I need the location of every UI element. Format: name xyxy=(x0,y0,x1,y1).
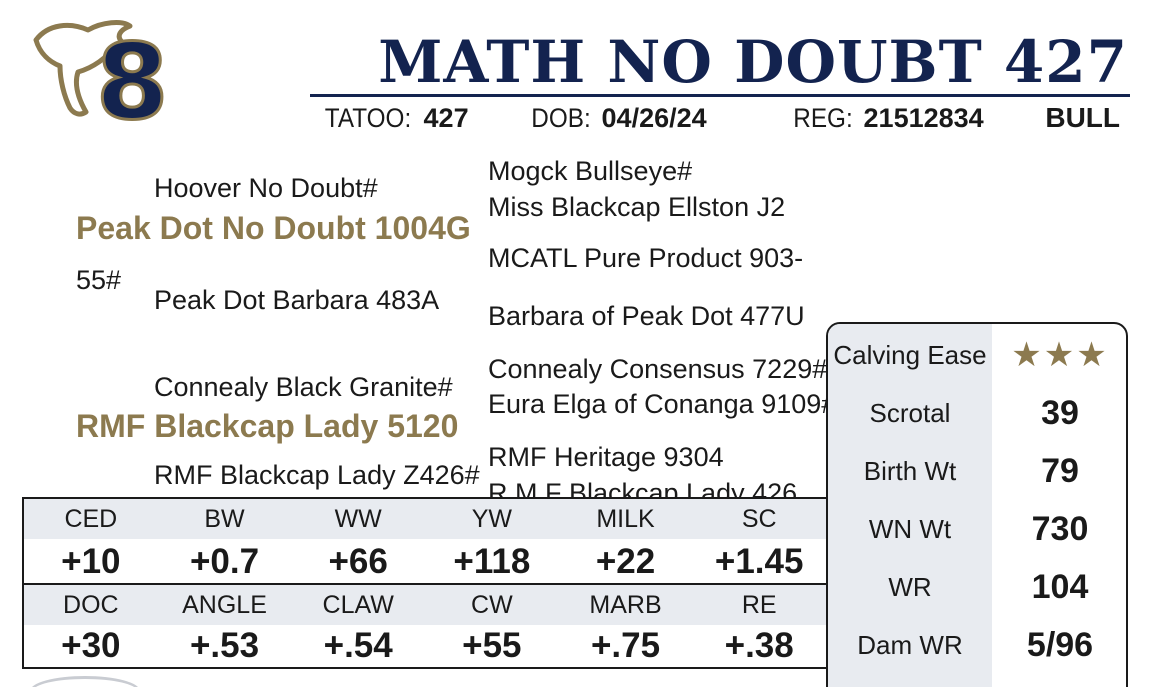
decorative-arc xyxy=(30,676,140,687)
sire-sire-sire: Mogck Bullseye# xyxy=(488,156,693,186)
epd-header: CED xyxy=(64,505,118,533)
epd-value: +.54 xyxy=(323,626,393,665)
stats-label-column xyxy=(828,324,992,687)
stat-label: Scrotal xyxy=(869,398,951,428)
epd-divider xyxy=(24,583,826,586)
animal-name: MATH NO DOUBT 427 xyxy=(378,28,1128,96)
epd-header-row-1: CED BW WW YW MILK SC xyxy=(24,499,826,539)
sire: Peak Dot No Doubt 1004G xyxy=(76,210,471,246)
epd-header: MILK xyxy=(596,505,655,533)
reg-label: REG: xyxy=(793,103,853,133)
stat-label: WR xyxy=(888,572,932,602)
epd-header: ANGLE xyxy=(182,591,267,619)
dam-sire-sire: Connealy Consensus 7229# xyxy=(488,354,828,384)
tatoo-value: 427 xyxy=(423,103,469,133)
stat-row: Dam WR 5/96 xyxy=(828,616,1126,674)
reg-value: 21512834 xyxy=(863,103,984,133)
epd-value: +10 xyxy=(61,542,121,581)
epd-header: SC xyxy=(741,505,777,533)
stat-row: WR 104 xyxy=(828,558,1126,616)
dam-dam: RMF Blackcap Lady Z426# xyxy=(154,460,480,490)
epd-header: BW xyxy=(204,505,245,533)
epd-header: MARB xyxy=(589,591,662,619)
title-rule xyxy=(310,94,1130,97)
dob-value: 04/26/24 xyxy=(601,103,707,133)
epd-value: +22 xyxy=(595,542,656,581)
epd-header: CW xyxy=(471,591,513,619)
epd-value: +.38 xyxy=(724,626,794,665)
epd-value: +.75 xyxy=(590,626,661,665)
epd-header: DOC xyxy=(63,591,119,619)
epd-value: +118 xyxy=(453,542,531,581)
sire-dam-dam: Barbara of Peak Dot 477U xyxy=(488,301,805,331)
tatoo-field: TATOO: 427 xyxy=(320,102,469,134)
stat-label: WN Wt xyxy=(868,514,952,544)
stat-value: 5/96 xyxy=(1026,626,1094,664)
epd-value: +1.45 xyxy=(714,542,804,581)
epd-value: +30 xyxy=(61,626,121,665)
dam-sire: Connealy Black Granite# xyxy=(154,372,453,402)
star-rating-icon: ★★★ xyxy=(1011,336,1109,374)
epd-header: WW xyxy=(334,505,382,533)
sex-value: BULL xyxy=(1045,102,1120,133)
epd-table: CED BW WW YW MILK SC +10 +0.7 +66 +118 +… xyxy=(22,497,828,669)
epd-value: +0.7 xyxy=(189,542,260,581)
sire-sire: Hoover No Doubt# xyxy=(154,173,378,203)
stat-row: WN Wt 730 xyxy=(828,500,1126,558)
sire-dam-suffix: 55# xyxy=(76,265,122,295)
epd-header: RE xyxy=(741,591,777,619)
stats-panel: Calving Ease ★★★ Scrotal 39 Birth Wt 79 … xyxy=(826,322,1128,687)
dam: RMF Blackcap Lady 5120 xyxy=(76,408,459,444)
lot-number: 8 xyxy=(94,21,169,143)
stat-row: Scrotal 39 xyxy=(828,384,1126,442)
epd-value: +.53 xyxy=(189,626,260,665)
epd-header-row-2: DOC ANGLE CLAW CW MARB RE xyxy=(24,585,826,625)
epd-header: CLAW xyxy=(322,591,394,619)
epd-header: YW xyxy=(471,505,512,533)
stat-label: Birth Wt xyxy=(863,456,957,486)
stat-row-calving-ease: Calving Ease ★★★ xyxy=(828,326,1126,384)
epd-value-row-1: +10 +0.7 +66 +118 +22 +1.45 xyxy=(24,539,826,585)
epd-value-row-2: +30 +.53 +.54 +55 +.75 +.38 xyxy=(24,623,826,669)
stat-value: 730 xyxy=(1031,510,1089,548)
sire-sire-dam: Miss Blackcap Ellston J2 xyxy=(488,192,786,222)
dam-dam-sire: RMF Heritage 9304 xyxy=(488,442,724,472)
dob-field: DOB: 04/26/24 xyxy=(528,102,707,134)
stat-label: Dam WR xyxy=(857,630,963,660)
dam-sire-dam: Eura Elga of Conanga 9109# xyxy=(488,389,837,419)
stat-value: 39 xyxy=(1041,394,1079,432)
cattle-head-outline-icon xyxy=(33,20,133,117)
tatoo-label: TATOO: xyxy=(324,103,412,133)
stat-label: Calving Ease xyxy=(833,340,987,370)
dob-label: DOB: xyxy=(531,103,591,133)
stat-row: Birth Wt 79 xyxy=(828,442,1126,500)
sire-dam-sire: MCATL Pure Product 903- xyxy=(488,243,804,273)
epd-value: +66 xyxy=(328,542,388,581)
reg-field: REG: 21512834 xyxy=(790,102,984,134)
stat-value: 104 xyxy=(1031,568,1089,606)
stat-value: 79 xyxy=(1041,452,1079,490)
sire-dam: Peak Dot Barbara 483A xyxy=(154,285,440,315)
epd-value: +55 xyxy=(462,626,522,665)
